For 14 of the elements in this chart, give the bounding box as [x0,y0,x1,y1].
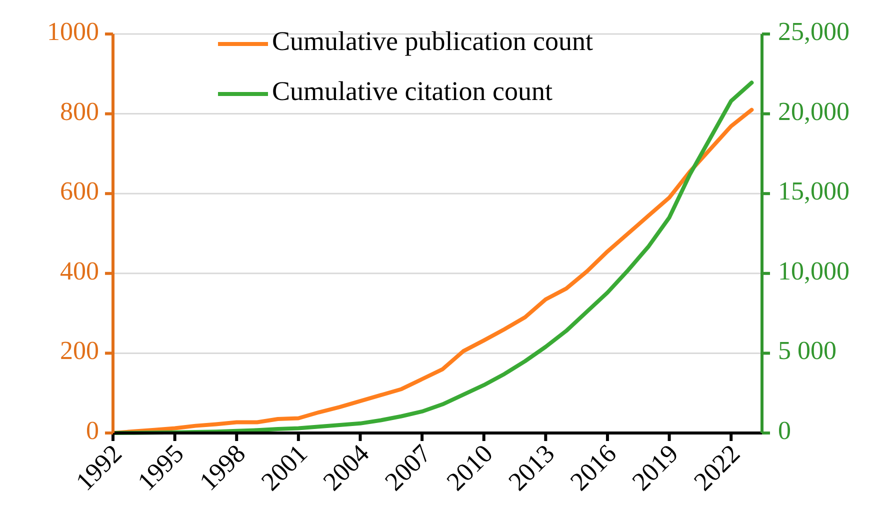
y-tick-label: 400 [60,256,99,286]
y2-tick-label: 0 [778,416,791,445]
legend-label: Cumulative publication count [272,26,594,56]
y-tick-label: 200 [60,336,99,366]
y2-tick-label: 15,000 [778,176,850,206]
legend-label: Cumulative citation count [272,76,553,106]
y2-tick-label: 20,000 [778,96,850,126]
y-tick-label: 0 [86,416,99,445]
y2-tick-label: 25,000 [778,16,850,46]
y-tick-label: 800 [60,96,99,126]
y2-tick-label: 5 000 [778,336,836,366]
y2-tick-label: 10,000 [778,256,850,286]
y-tick-label: 600 [60,176,99,206]
y-tick-label: 1000 [47,16,99,46]
